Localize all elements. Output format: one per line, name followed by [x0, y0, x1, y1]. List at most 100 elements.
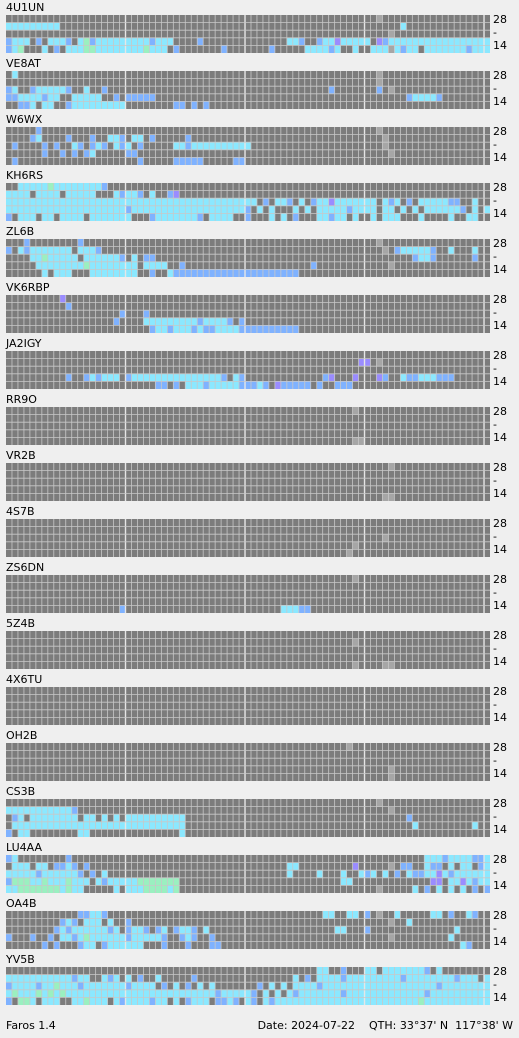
signal-cell	[364, 989, 371, 998]
signal-cell	[460, 989, 467, 998]
signal-cell	[460, 877, 467, 886]
signal-cell	[59, 806, 66, 815]
signal-cell	[83, 373, 90, 382]
signal-cell	[221, 213, 228, 221]
signal-cell	[143, 254, 150, 262]
signal-cell	[227, 325, 234, 333]
signal-cell	[203, 142, 210, 150]
signal-cell	[167, 877, 174, 886]
signal-cell	[376, 911, 383, 919]
signal-cell	[89, 261, 96, 270]
signal-cell	[47, 213, 54, 221]
signal-cell	[167, 989, 174, 998]
signal-cell	[53, 254, 60, 262]
signal-cell	[71, 989, 78, 998]
signal-cell	[179, 205, 186, 214]
signal-cell	[149, 989, 156, 998]
signal-cell	[418, 974, 425, 983]
signal-cell	[448, 862, 455, 871]
signal-cell	[173, 325, 180, 333]
signal-cell	[125, 149, 132, 158]
signal-cell	[161, 814, 168, 822]
signal-cell	[65, 821, 72, 830]
signal-cell	[125, 205, 132, 214]
signal-cell	[460, 997, 467, 1005]
signal-cell	[454, 997, 461, 1005]
signal-cell	[448, 933, 455, 942]
signal-cell	[388, 661, 395, 669]
axis-label-14: 14	[493, 823, 507, 836]
signal-cell	[382, 198, 389, 206]
signal-cell	[23, 239, 30, 247]
axis-label-mid: -	[493, 194, 497, 207]
signal-cell	[35, 205, 42, 214]
signal-cell	[155, 821, 162, 830]
signal-cell	[101, 205, 108, 214]
signal-cell	[472, 855, 479, 863]
signal-cell	[53, 806, 60, 815]
signal-cell	[466, 870, 473, 878]
propagation-grid	[6, 799, 490, 837]
signal-cell	[424, 198, 431, 206]
signal-cell	[143, 814, 150, 822]
signal-cell	[53, 142, 60, 150]
signal-cell	[23, 989, 30, 998]
signal-cell	[334, 997, 341, 1005]
signal-cell	[119, 877, 126, 886]
signal-cell	[292, 605, 299, 613]
signal-cell	[71, 918, 78, 927]
signal-cell	[113, 877, 120, 886]
signal-cell	[119, 205, 126, 214]
signal-cell	[298, 982, 305, 990]
signal-cell	[346, 381, 353, 389]
station-row: OH2B 28 - 14	[0, 728, 519, 784]
signal-cell	[113, 317, 120, 326]
signal-cell	[77, 941, 84, 949]
signal-cell	[29, 933, 36, 942]
signal-cell	[286, 325, 293, 333]
signal-cell	[125, 261, 132, 270]
signal-cell	[448, 45, 455, 53]
signal-cell	[47, 246, 54, 255]
signal-cell	[250, 997, 257, 1005]
signal-cell	[221, 325, 228, 333]
signal-cell	[131, 149, 138, 158]
signal-cell	[6, 933, 12, 942]
signal-cell	[364, 37, 371, 46]
signal-cell	[454, 45, 461, 53]
signal-cell	[101, 877, 108, 886]
signal-cell	[304, 381, 311, 389]
signal-cell	[59, 877, 66, 886]
signal-cell	[346, 549, 353, 557]
signal-cell	[167, 37, 174, 46]
axis-label-14: 14	[493, 95, 507, 108]
signal-cell	[23, 997, 30, 1005]
signal-cell	[41, 93, 48, 102]
signal-cell	[227, 205, 234, 214]
axis-label-mid: -	[493, 698, 497, 711]
signal-cell	[376, 45, 383, 53]
signal-cell	[89, 997, 96, 1005]
signal-cell	[137, 926, 144, 934]
signal-cell	[161, 877, 168, 886]
signal-cell	[101, 261, 108, 270]
signal-cell	[155, 877, 162, 886]
axis-label-mid: -	[493, 922, 497, 935]
signal-cell	[131, 37, 138, 46]
signal-cell	[460, 974, 467, 983]
signal-cell	[352, 437, 359, 445]
signal-cell	[358, 37, 365, 46]
signal-cell	[298, 37, 305, 46]
signal-cell	[274, 269, 281, 277]
signal-cell	[173, 142, 180, 150]
signal-cell	[137, 933, 144, 942]
signal-cell	[83, 198, 90, 206]
signal-cell	[394, 870, 401, 878]
signal-cell	[41, 806, 48, 815]
signal-cell	[29, 93, 36, 102]
signal-cell	[400, 45, 407, 53]
signal-cell	[59, 37, 66, 46]
signal-cell	[137, 814, 144, 822]
signal-cell	[89, 933, 96, 942]
signal-cell	[143, 373, 150, 382]
